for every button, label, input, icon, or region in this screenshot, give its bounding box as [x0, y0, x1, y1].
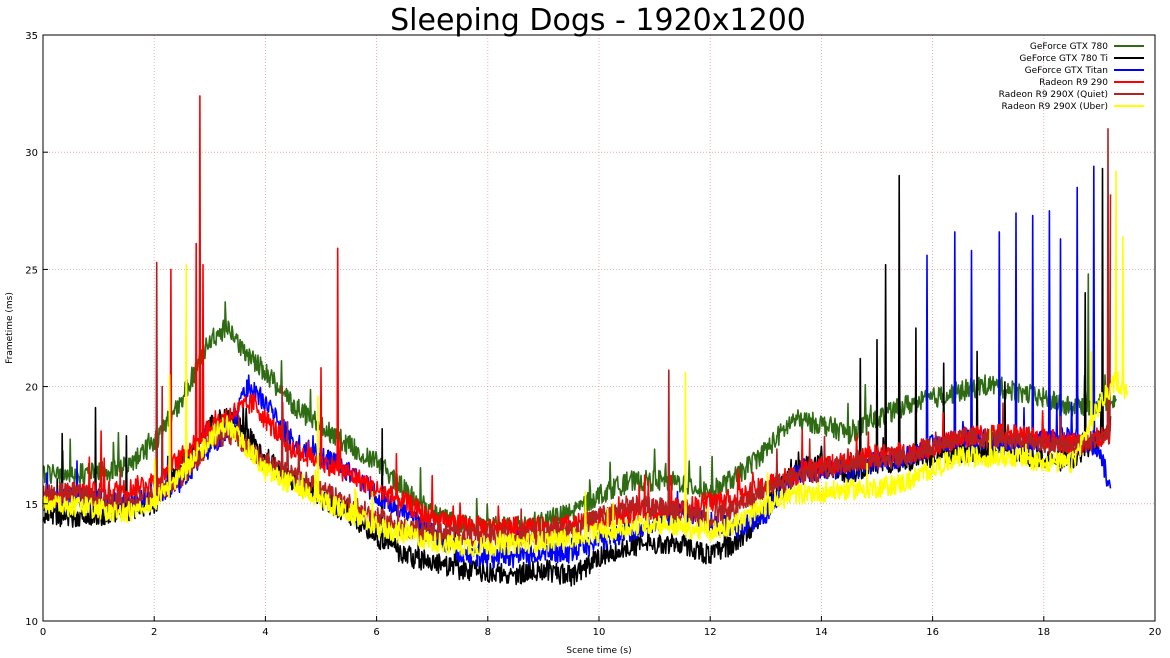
legend: GeForce GTX 780 GeForce GTX 780 Ti GeForce…: [999, 42, 1144, 112]
series-line-1: [42, 167, 1112, 587]
legend-label: GeForce GTX 780: [1030, 42, 1108, 52]
x-tick-label: 0: [40, 627, 46, 638]
y-tick-label: 25: [25, 265, 38, 276]
legend-label: Radeon R9 290: [1039, 78, 1108, 88]
y-tick-label: 30: [25, 148, 38, 159]
y-tick-label: 35: [25, 31, 38, 42]
x-tick-label: 8: [485, 627, 491, 638]
y-tick-label: 20: [25, 383, 38, 394]
chart-title: Sleeping Dogs - 1920x1200: [390, 3, 806, 38]
y-tick-label: 10: [25, 617, 38, 628]
x-tick-label: 12: [704, 627, 717, 638]
x-tick-label: 4: [262, 627, 268, 638]
series-layer: [42, 95, 1128, 587]
series-line-5: [42, 170, 1128, 557]
tick-labels: 0 2 4 6 8 10 12 14 16 18 20 10 15 20 25 30 35: [25, 31, 1161, 638]
x-tick-label: 14: [815, 627, 828, 638]
series-line-3: [42, 95, 1112, 539]
y-axis-label: Frametime (ms): [5, 292, 15, 364]
y-tick-label: 15: [25, 500, 38, 511]
x-tick-label: 16: [926, 627, 939, 638]
x-tick-label: 2: [151, 627, 157, 638]
x-tick-label: 18: [1037, 627, 1050, 638]
series-line-0: [42, 273, 1117, 538]
legend-label: Radeon R9 290X (Uber): [1002, 102, 1109, 112]
x-tick-label: 6: [373, 627, 379, 638]
legend-label: GeForce GTX 780 Ti: [1019, 54, 1108, 64]
legend-label: Radeon R9 290X (Quiet): [999, 90, 1108, 100]
x-tick-label: 10: [593, 627, 606, 638]
x-tick-label: 20: [1149, 627, 1162, 638]
x-axis-label: Scene time (s): [566, 646, 631, 656]
legend-label: GeForce GTX Titan: [1025, 66, 1108, 76]
